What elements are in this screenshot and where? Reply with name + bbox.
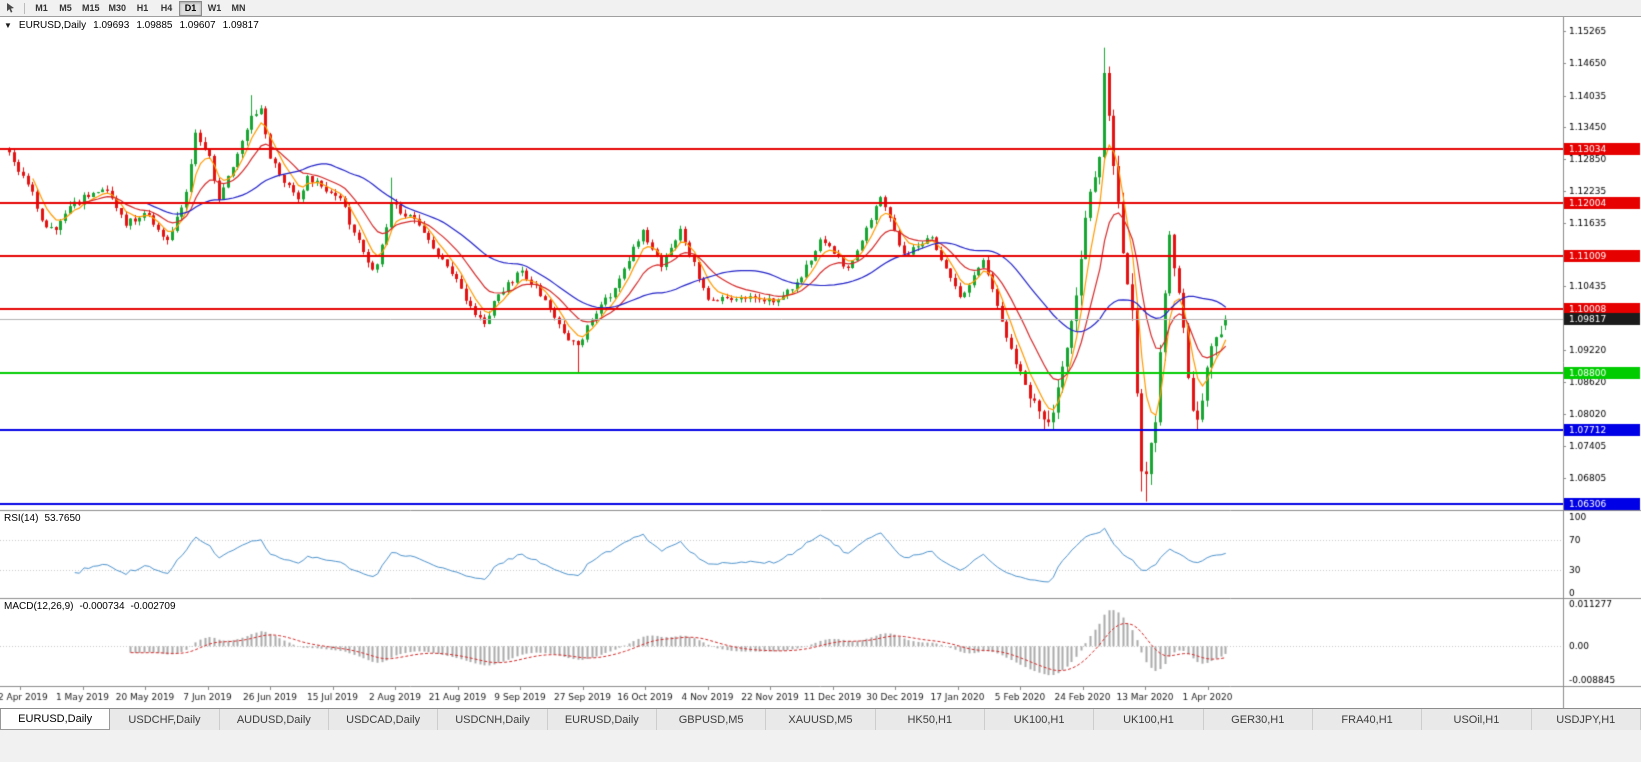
- chart-tab-hk50-h1[interactable]: HK50,H1: [876, 709, 985, 730]
- chart-tab-uk100-h1[interactable]: UK100,H1: [985, 709, 1095, 730]
- chart-tab-ger30-h1[interactable]: GER30,H1: [1204, 709, 1313, 730]
- chart-tab-usdjpy-h1[interactable]: USDJPY,H1: [1532, 709, 1641, 730]
- chart-tab-usdcnh-daily[interactable]: USDCNH,Daily: [438, 709, 548, 730]
- cursor-arrow-icon: [7, 3, 14, 13]
- chart-tab-eurusd-daily[interactable]: EURUSD,Daily: [0, 709, 111, 730]
- timeframe-button-w1[interactable]: W1: [203, 1, 226, 16]
- toolbar-separator: [24, 2, 25, 14]
- one-click-trading-arrow-icon[interactable]: ▼: [4, 21, 12, 30]
- chart-tab-usdcad-daily[interactable]: USDCAD,Daily: [329, 709, 439, 730]
- chart-tab-xauusd-m5[interactable]: XAUUSD,M5: [766, 709, 876, 730]
- status-area: [0, 730, 1641, 762]
- chart-tab-usdchf-daily[interactable]: USDCHF,Daily: [110, 709, 220, 730]
- timeframe-button-d1[interactable]: D1: [179, 0, 203, 16]
- chart-tab-usoil-h1[interactable]: USOil,H1: [1422, 709, 1532, 730]
- timeframe-toolbar: M1 M5 M15 M30 H1 H4 D1 W1 MN: [0, 0, 1641, 17]
- timeframe-button-m15[interactable]: M15: [78, 1, 104, 16]
- chart-tab-uk100-h1[interactable]: UK100,H1: [1094, 709, 1204, 730]
- timeframe-button-m30[interactable]: M30: [105, 1, 131, 16]
- price-chart-canvas[interactable]: [0, 17, 1641, 708]
- chart-area[interactable]: ▼ EURUSD,Daily 1.09693 1.09885 1.09607 1…: [0, 17, 1641, 708]
- chart-tab-gbpusd-m5[interactable]: GBPUSD,M5: [657, 709, 767, 730]
- chart-cursor-icon[interactable]: [3, 1, 19, 16]
- timeframe-button-h4[interactable]: H4: [155, 1, 178, 16]
- timeframe-button-mn[interactable]: MN: [227, 1, 250, 16]
- timeframe-buttons: M1 M5 M15 M30 H1 H4 D1 W1 MN: [30, 0, 250, 16]
- chart-tab-fra40-h1[interactable]: FRA40,H1: [1313, 709, 1423, 730]
- timeframe-button-h1[interactable]: H1: [131, 1, 154, 16]
- chart-tab-eurusd-daily[interactable]: EURUSD,Daily: [548, 709, 657, 730]
- chart-tabbar: EURUSD,Daily USDCHF,Daily AUDUSD,Daily USDC…: [0, 708, 1641, 730]
- timeframe-button-m1[interactable]: M1: [30, 1, 53, 16]
- chart-tab-audusd-daily[interactable]: AUDUSD,Daily: [220, 709, 329, 730]
- timeframe-button-m5[interactable]: M5: [54, 1, 77, 16]
